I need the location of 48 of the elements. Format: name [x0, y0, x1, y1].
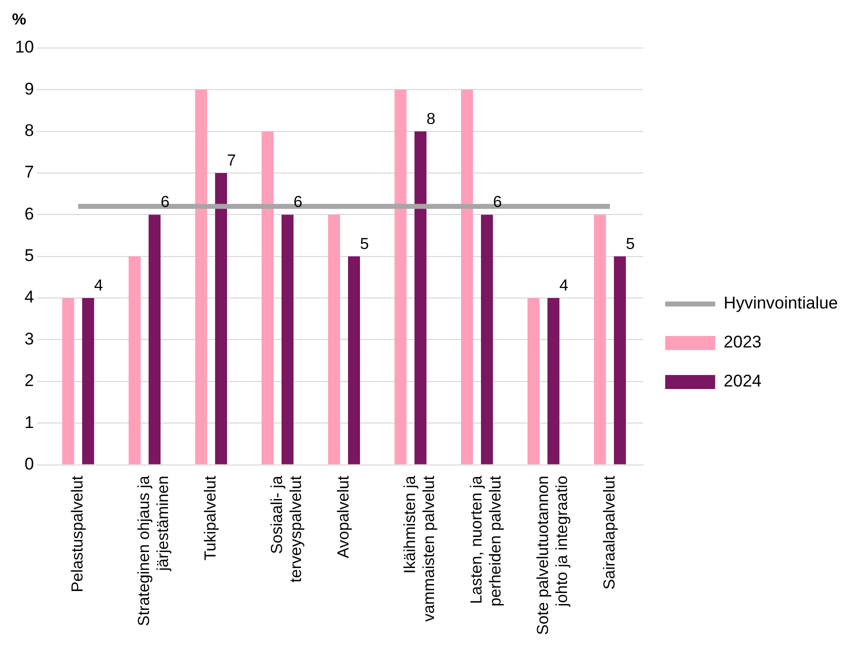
bar — [195, 90, 208, 464]
bar — [282, 214, 294, 464]
y-tick-label: 7 — [24, 162, 34, 182]
y-tick-label: 0 — [24, 454, 34, 474]
legend-label: Hyvinvointialue — [724, 294, 838, 313]
bar — [148, 214, 161, 464]
data-label: 7 — [227, 152, 236, 170]
y-tick-label: 1 — [24, 412, 34, 432]
data-label: 5 — [626, 236, 635, 253]
data-label: 6 — [160, 194, 170, 212]
bar — [82, 298, 94, 464]
bar — [480, 214, 493, 464]
bar — [547, 298, 560, 464]
bar — [128, 256, 141, 464]
y-tick-label: 2 — [24, 371, 34, 390]
bar — [614, 256, 626, 464]
x-tick-label: Avopalvelut — [335, 475, 352, 558]
data-label: 4 — [94, 277, 104, 294]
bar — [215, 173, 228, 464]
bar — [62, 298, 74, 464]
legend-label: 2024 — [724, 372, 762, 391]
bar — [461, 90, 473, 464]
bar — [528, 298, 540, 464]
data-label: 8 — [426, 110, 436, 128]
data-label: 5 — [360, 236, 370, 253]
y-tick-label: 5 — [24, 246, 34, 266]
y-tick-label: 4 — [24, 288, 34, 307]
y-tick-label: 3 — [24, 329, 34, 348]
y-tick-label: 6 — [24, 204, 34, 224]
x-tick-label: Strateginen ohjaus ja järjestäminen — [136, 476, 172, 626]
y-tick-label: 10 — [14, 38, 34, 57]
data-label: 6 — [492, 194, 502, 212]
bar — [394, 90, 407, 464]
bar — [328, 214, 340, 464]
legend-label: 2023 — [724, 332, 762, 352]
bar — [348, 256, 360, 464]
bar — [262, 131, 274, 464]
data-label: 4 — [559, 277, 568, 294]
x-tick-label: Pelastuspalvelut — [70, 475, 87, 592]
x-tick-label: Sosiaali- ja terveyspalvelut — [268, 475, 306, 582]
x-tick-label: Sairaalapalvelut — [601, 475, 618, 590]
bar — [594, 214, 606, 464]
y-axis-title: % — [12, 11, 26, 28]
y-tick-label: 9 — [24, 79, 34, 98]
y-tick-label: 8 — [24, 121, 34, 140]
bar — [414, 131, 426, 464]
data-label: 6 — [294, 194, 303, 212]
x-tick-label: Tukipalvelut — [202, 475, 220, 561]
